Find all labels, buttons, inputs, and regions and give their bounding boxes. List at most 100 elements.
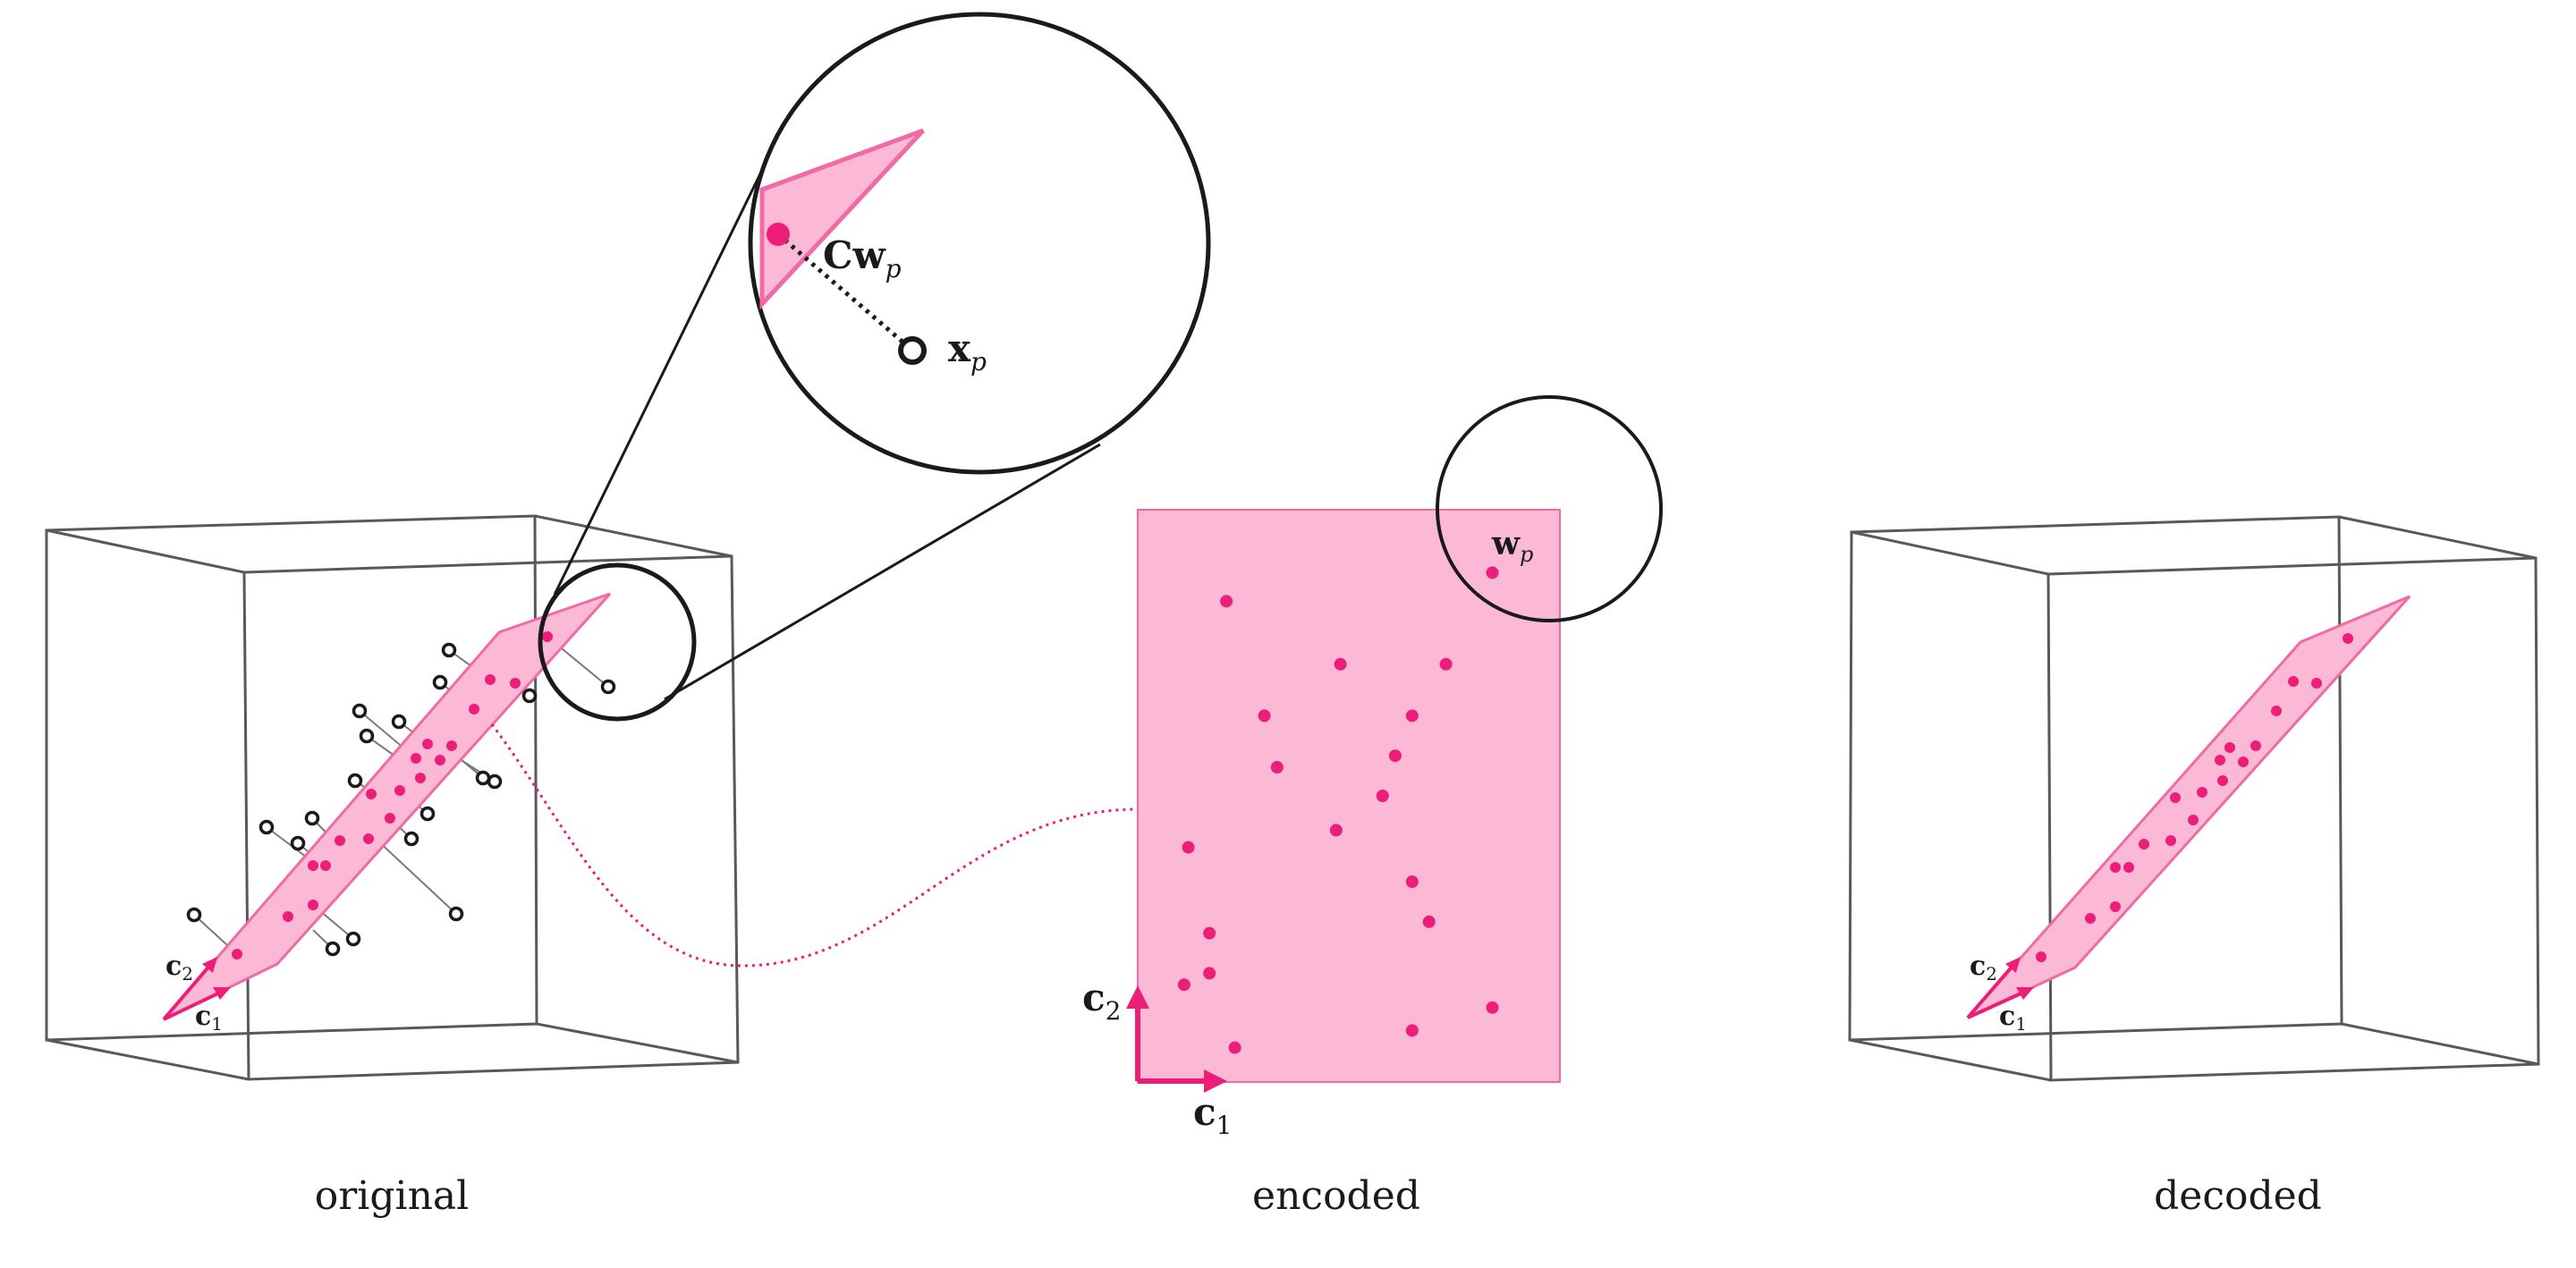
projected-point-Cwp (767, 223, 790, 246)
original-basis-vectors (162, 957, 231, 1021)
cube-back-face (45, 514, 538, 1042)
encoded-point (1486, 566, 1499, 579)
data-point (325, 941, 341, 957)
projected-point (308, 860, 318, 871)
data-point (304, 810, 320, 826)
projected-point (385, 813, 395, 824)
projected-point (320, 860, 331, 871)
caption-decoded: decoded (2154, 1173, 2322, 1219)
c2-label: c2 (165, 951, 193, 985)
decoded-point (2170, 792, 2181, 803)
decoded-point (2250, 740, 2261, 751)
c2-axis-label: c2 (1082, 976, 1121, 1026)
cube-edge (46, 528, 245, 574)
data-point (186, 907, 202, 923)
original-plane (162, 592, 612, 1021)
decoded-plane (1966, 595, 2411, 1019)
encoded-point (1388, 749, 1402, 763)
projected-point (283, 911, 293, 922)
decoded-point (2288, 676, 2299, 687)
encoded-point (1203, 967, 1216, 980)
data-point (487, 773, 503, 790)
decoded-panel: c2 c1 decoded (1848, 515, 2540, 1219)
encoded-point (1270, 761, 1284, 773)
data-point (290, 835, 306, 851)
mapping-dotted-curve (490, 723, 1139, 968)
decoded-cube (1848, 515, 2540, 1082)
encoded-point (1405, 875, 1419, 888)
decoded-basis-vectors (1966, 957, 2034, 1019)
encoded-points (1177, 566, 1499, 1054)
original-data-points (186, 642, 616, 957)
encoded-basis-vectors (1126, 985, 1227, 1093)
data-point (448, 906, 464, 922)
original-panel: c2 c1 original (45, 514, 740, 1219)
cube-edge (1851, 530, 2049, 576)
projected-point (469, 704, 479, 714)
data-point (475, 770, 491, 786)
cube-edge (2338, 515, 2537, 560)
decoded-point (2343, 633, 2353, 644)
encoded-point (1422, 915, 1436, 928)
projected-point (415, 773, 426, 783)
projected-point (422, 739, 433, 749)
decoded-point (2036, 951, 2046, 962)
c1-arrow (163, 989, 225, 1021)
projected-point (542, 631, 553, 642)
c2-arrowhead (202, 957, 217, 973)
encoded-point (1334, 657, 1347, 671)
cube-back-face (1848, 515, 2343, 1042)
data-point (352, 703, 368, 719)
decoded-point (2139, 839, 2149, 850)
projected-point (446, 740, 457, 751)
caption-original: original (315, 1173, 469, 1219)
encoded-point (1220, 595, 1233, 608)
decoded-point (2165, 835, 2176, 846)
projected-point (510, 678, 521, 689)
data-point (600, 679, 616, 695)
c2-label: c2 (1970, 951, 1997, 985)
c2-arrow (1966, 962, 2016, 1019)
decoded-point (2224, 742, 2235, 753)
encoded-point (1228, 1041, 1241, 1054)
cube-edge (46, 1038, 250, 1081)
decoded-point (2215, 755, 2225, 765)
decoded-point (2123, 862, 2134, 873)
zoom-callout: Cwp xp (553, 12, 1211, 701)
projected-point (363, 833, 374, 844)
decoded-points (2036, 633, 2353, 962)
encoded-point (1258, 709, 1271, 723)
original-cube (45, 514, 740, 1081)
decoded-point (2110, 901, 2121, 912)
encoded-point (1182, 841, 1195, 854)
encoded-point (1486, 1001, 1499, 1014)
encoded-plane (1137, 509, 1561, 1083)
cube-front-face (2046, 556, 2540, 1082)
decoded-point (2238, 757, 2249, 767)
data-point (432, 674, 448, 690)
wp-label: wp (1491, 525, 1533, 567)
c1-arrowhead (2016, 987, 2034, 1000)
data-point (258, 819, 275, 835)
encoded-point (1177, 978, 1191, 992)
data-point (345, 931, 361, 947)
zoom-connector-line (664, 443, 1101, 701)
magnifier-small-circle (538, 562, 697, 722)
cube-edge (1849, 1038, 2052, 1082)
cube-edge (536, 1022, 739, 1064)
projected-point (366, 789, 377, 799)
decoded-point (2188, 815, 2199, 825)
Cwp-label: Cwp (823, 233, 902, 283)
decoded-point (2197, 787, 2207, 798)
data-point (391, 714, 407, 730)
cube-edge (2341, 1022, 2539, 1066)
projected-point (308, 900, 318, 910)
projected-point (411, 753, 421, 764)
c2-axis-arrowhead (1126, 985, 1149, 1009)
zoom-connector-line (553, 158, 769, 596)
encoded-point (1405, 1024, 1419, 1037)
c1-label: c1 (195, 1001, 223, 1035)
projection-dotted-line (776, 232, 912, 351)
c1-arrow (1967, 989, 2028, 1019)
